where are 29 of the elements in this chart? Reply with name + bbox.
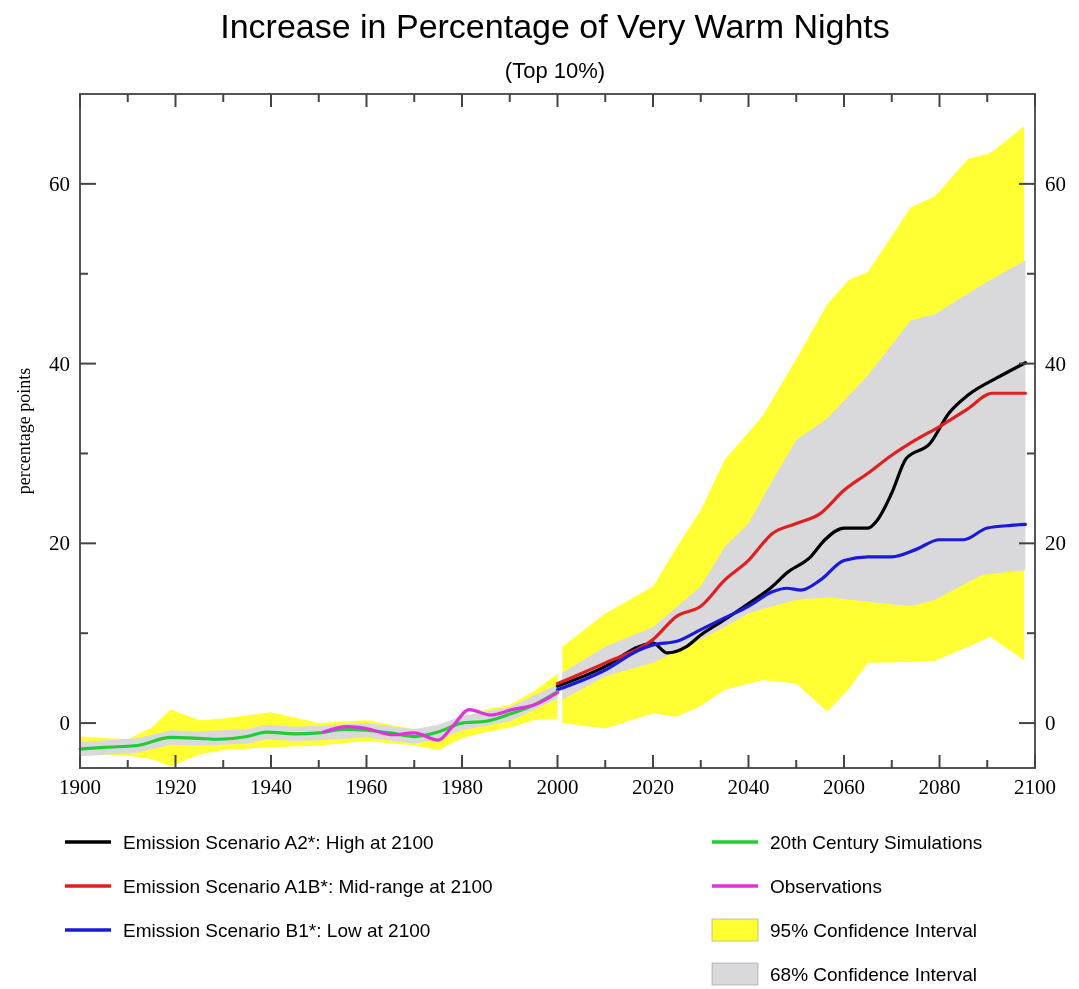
y-tick-label: 40 (49, 351, 70, 376)
x-tick-label: 2040 (727, 775, 770, 799)
x-tick-label: 1920 (154, 775, 197, 799)
y-tick-label: 20 (49, 531, 70, 556)
x-tick-label: 1980 (441, 775, 483, 799)
y-tick-label: 60 (49, 171, 70, 196)
x-tick-label: 2000 (536, 775, 579, 799)
x-tick-label: 2020 (632, 775, 674, 799)
chart-title: Increase in Percentage of Very Warm Nights (220, 7, 890, 45)
y2-tick-label: 0 (1045, 711, 1056, 736)
y2-tick-label: 20 (1045, 531, 1066, 556)
legend-label: 68% Confidence Interval (770, 964, 978, 985)
x-tick-label: 1960 (345, 775, 388, 799)
chart-subtitle: (Top 10%) (504, 58, 606, 83)
y-tick-label: 0 (59, 711, 70, 736)
x-tick-label: 1900 (59, 775, 101, 799)
legend-label: 20th Century Simulations (770, 832, 983, 853)
x-tick-label: 2100 (1014, 775, 1056, 799)
y2-tick-label: 40 (1045, 351, 1066, 376)
legend-label: Emission Scenario A2*: High at 2100 (123, 832, 434, 853)
y-axis-title: percentage points (14, 367, 34, 495)
legend-label: Emission Scenario B1*: Low at 2100 (123, 920, 431, 941)
x-tick-label: 1940 (250, 775, 292, 799)
legend-label: Observations (770, 876, 882, 897)
legend-label: 95% Confidence Interval (770, 920, 978, 941)
y2-tick-label: 60 (1045, 171, 1066, 196)
legend-label: Emission Scenario A1B*: Mid-range at 2100 (123, 876, 493, 897)
x-tick-label: 2060 (823, 775, 865, 799)
x-tick-label: 2080 (918, 775, 961, 799)
